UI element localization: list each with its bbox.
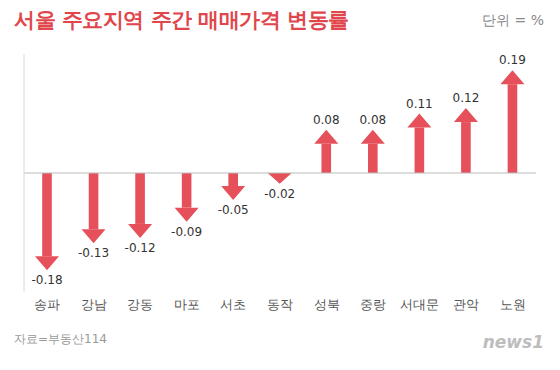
svg-text:중랑: 중랑	[360, 297, 386, 312]
svg-text:-0.05: -0.05	[218, 203, 249, 217]
svg-text:동작: 동작	[267, 297, 293, 312]
svg-text:0.11: 0.11	[406, 97, 433, 111]
svg-text:0.08: 0.08	[313, 113, 340, 127]
svg-text:서초: 서초	[220, 297, 246, 312]
svg-text:강남: 강남	[81, 297, 107, 312]
svg-text:0.19: 0.19	[499, 53, 526, 67]
svg-text:-0.09: -0.09	[171, 225, 202, 239]
html-text:서울 주요지역 주간 매매가격 변동률: 서울 주요지역 주간 매매가격 변동률	[14, 8, 349, 32]
svg-text:성북: 성북	[314, 297, 340, 312]
html-text:자료=부동산114: 자료=부동산114	[14, 332, 107, 346]
svg-text:0.08: 0.08	[359, 113, 386, 127]
svg-text:-0.13: -0.13	[78, 246, 109, 260]
svg-text:관악: 관악	[453, 297, 479, 312]
svg-text:송파: 송파	[34, 297, 60, 312]
html-text:news1: news1	[482, 332, 544, 352]
html-text:단위 = %: 단위 = %	[482, 12, 544, 28]
svg-text:강동: 강동	[127, 297, 153, 312]
svg-text:마포: 마포	[174, 297, 200, 312]
svg-text:-0.12: -0.12	[125, 241, 156, 255]
svg-text:서대문: 서대문	[400, 297, 439, 312]
svg-text:-0.02: -0.02	[264, 187, 295, 201]
svg-text:노원: 노원	[500, 297, 526, 312]
svg-text:0.12: 0.12	[453, 91, 480, 105]
svg-text:-0.18: -0.18	[31, 273, 62, 287]
